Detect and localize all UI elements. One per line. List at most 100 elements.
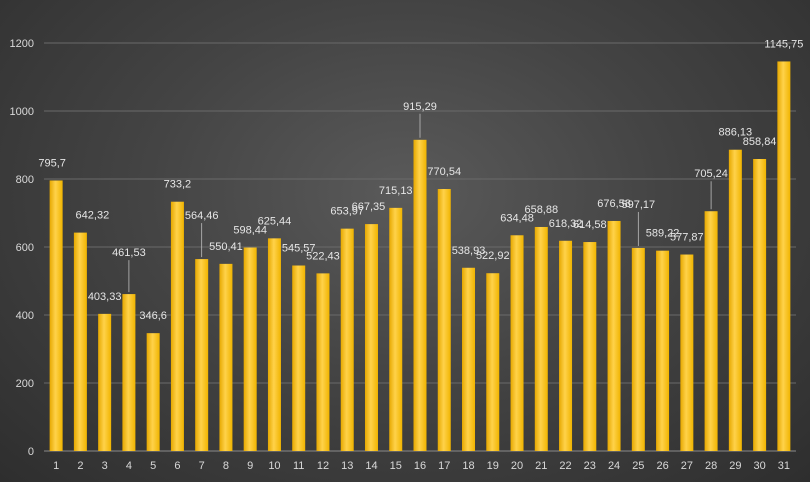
data-label: 653,97 — [330, 206, 364, 218]
data-labels: 795,7 642,32 403,33 461,53 346,6 733,2 564,46 5… — [38, 38, 803, 322]
data-label: 618,32 — [549, 218, 583, 230]
x-tick-label: 5 — [150, 460, 156, 472]
x-tick-label: 17 — [438, 460, 450, 472]
data-label: 634,48 — [500, 212, 534, 224]
bar — [243, 247, 257, 451]
x-tick-label: 26 — [656, 460, 668, 472]
x-tick-label: 1 — [53, 460, 59, 472]
y-tick-label: 400 — [16, 310, 34, 322]
x-tick-label: 29 — [729, 460, 741, 472]
x-tick-label: 13 — [341, 460, 353, 472]
data-label: 597,17 — [621, 199, 655, 211]
bar — [98, 313, 112, 451]
y-tick-label: 1200 — [10, 38, 34, 50]
x-tick-label: 19 — [487, 460, 499, 472]
data-label: 538,93 — [452, 245, 486, 257]
x-tick-label: 27 — [681, 460, 693, 472]
data-label: 461,53 — [112, 247, 146, 259]
x-tick-label: 14 — [365, 460, 377, 472]
data-label: 658,88 — [524, 204, 558, 216]
bar — [607, 220, 621, 451]
x-tick-label: 28 — [705, 460, 717, 472]
bar — [680, 254, 694, 451]
y-tick-label: 800 — [16, 174, 34, 186]
x-tick-label: 16 — [414, 460, 426, 472]
y-tick-label: 0 — [28, 446, 34, 458]
data-label: 1145,75 — [764, 38, 803, 50]
x-tick-label: 31 — [778, 460, 790, 472]
bar — [219, 263, 233, 451]
x-tick-label: 23 — [584, 460, 596, 472]
x-tick-label: 15 — [390, 460, 402, 472]
x-tick-label: 22 — [559, 460, 571, 472]
bar — [462, 267, 476, 451]
data-label: 676,58 — [597, 198, 631, 210]
data-label: 577,87 — [670, 232, 704, 244]
bar — [73, 232, 87, 451]
bar — [534, 226, 548, 451]
y-tick-label: 200 — [16, 378, 34, 390]
data-label: 614,58 — [573, 219, 607, 231]
x-tick-label: 6 — [174, 460, 180, 472]
x-tick-label: 11 — [293, 460, 304, 472]
bar — [656, 250, 670, 451]
data-label: 733,2 — [164, 179, 192, 191]
bar — [364, 224, 378, 451]
data-label: 667,35 — [352, 201, 386, 213]
bar — [510, 235, 524, 451]
data-label: 715,13 — [379, 185, 413, 197]
label-leaders — [128, 113, 712, 293]
bar — [583, 242, 597, 451]
bars — [49, 61, 791, 452]
data-label: 403,33 — [88, 291, 122, 303]
x-axis-ticks: 1 2 3 4 5 6 7 8 9 10 11 12 13 14 15 16 17 18 19 20 21 22 23 24 2… — [53, 460, 790, 472]
x-tick-label: 24 — [608, 460, 620, 472]
bar — [267, 238, 281, 451]
y-axis-ticks: 0 200 400 600 800 1000 1200 — [10, 38, 34, 458]
data-label: 545,57 — [282, 243, 316, 255]
bar — [728, 149, 742, 451]
bar — [146, 333, 160, 451]
y-tick-label: 1000 — [10, 106, 34, 118]
bar — [559, 240, 573, 451]
bar — [49, 180, 63, 451]
x-tick-label: 2 — [77, 460, 83, 472]
data-label: 346,6 — [139, 310, 167, 322]
data-label: 886,13 — [719, 127, 753, 139]
x-tick-label: 7 — [199, 460, 205, 472]
bar — [340, 228, 354, 451]
bar — [170, 201, 184, 451]
bar — [777, 61, 791, 451]
data-label: 564,46 — [185, 210, 219, 222]
x-tick-label: 8 — [223, 460, 229, 472]
data-label: 589,22 — [646, 228, 680, 240]
data-label: 795,7 — [38, 157, 66, 169]
data-label: 642,32 — [76, 210, 110, 222]
bar — [316, 273, 330, 451]
x-tick-label: 4 — [126, 460, 132, 472]
bar — [389, 207, 403, 451]
x-tick-label: 30 — [753, 460, 765, 472]
data-label: 598,44 — [233, 225, 267, 237]
x-tick-label: 9 — [247, 460, 253, 472]
data-label: 770,54 — [427, 166, 461, 178]
x-tick-label: 12 — [317, 460, 329, 472]
data-label: 522,92 — [476, 250, 510, 262]
data-label: 858,84 — [743, 136, 777, 148]
bar — [486, 273, 500, 451]
data-label: 625,44 — [258, 215, 292, 227]
x-tick-label: 10 — [268, 460, 280, 472]
data-label: 705,24 — [694, 168, 728, 180]
x-tick-label: 20 — [511, 460, 523, 472]
data-label: 915,29 — [403, 101, 437, 113]
bar — [631, 247, 645, 451]
x-tick-label: 18 — [462, 460, 474, 472]
bar — [413, 139, 427, 452]
bar — [195, 259, 209, 451]
x-tick-label: 3 — [102, 460, 108, 472]
bar — [753, 158, 767, 452]
bar — [437, 189, 451, 451]
x-tick-label: 21 — [535, 460, 547, 472]
data-label: 550,41 — [209, 241, 243, 253]
